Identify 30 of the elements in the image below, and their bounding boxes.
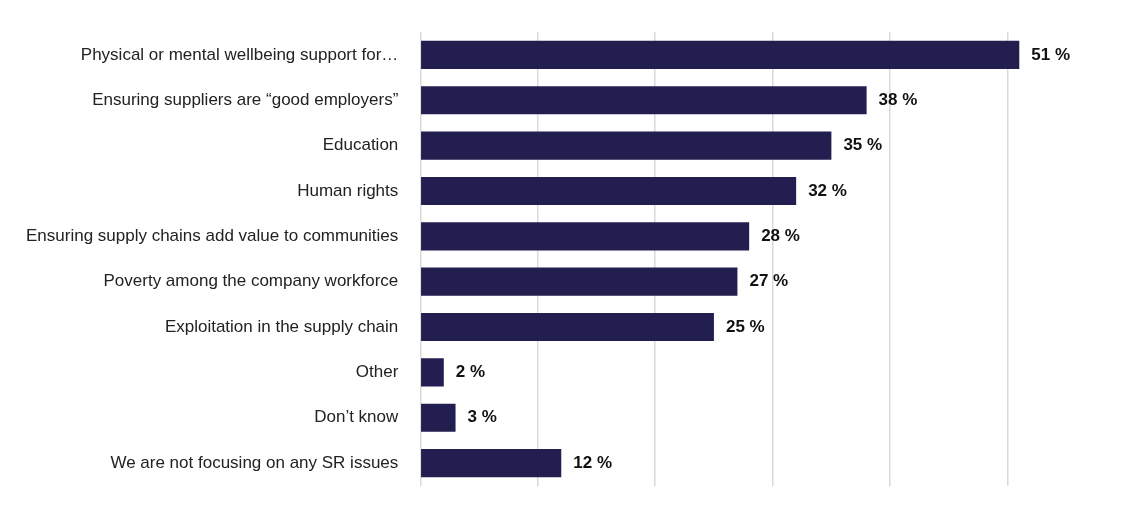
bar <box>421 312 714 342</box>
y-tick-label: Other <box>355 362 399 382</box>
y-tick-label: We are not focusing on any SR issues <box>110 452 399 472</box>
data-label: 27 % <box>749 271 789 291</box>
bar <box>421 222 750 251</box>
y-tick-label: Education <box>322 135 399 155</box>
data-label: 3 % <box>467 407 497 427</box>
y-tick-label: Poverty among the company workforce <box>103 271 399 291</box>
bar <box>421 403 456 432</box>
y-tick-label: Ensuring supply chains add value to communities <box>25 226 399 246</box>
bar <box>421 40 1020 69</box>
bar <box>421 131 832 160</box>
bar <box>421 449 562 478</box>
bar <box>421 267 738 296</box>
data-label: 25 % <box>725 316 765 336</box>
data-label: 35 % <box>843 135 883 155</box>
data-label: 51 % <box>1031 44 1071 64</box>
data-label: 12 % <box>573 452 612 472</box>
bar <box>421 176 797 206</box>
data-label: 32 % <box>808 180 847 200</box>
data-label: 28 % <box>761 226 800 246</box>
y-tick-label: Exploitation in the supply chain <box>164 316 399 336</box>
y-tick-label: Ensuring suppliers are “good employers” <box>92 89 399 109</box>
y-tick-label: Human rights <box>297 180 399 200</box>
bar <box>421 86 867 115</box>
bar <box>421 358 444 387</box>
y-tick-label: Physical or mental wellbeing support for… <box>80 44 399 64</box>
y-tick-label: Don’t know <box>314 407 400 427</box>
data-label: 38 % <box>878 89 918 109</box>
data-label: 2 % <box>455 362 486 382</box>
